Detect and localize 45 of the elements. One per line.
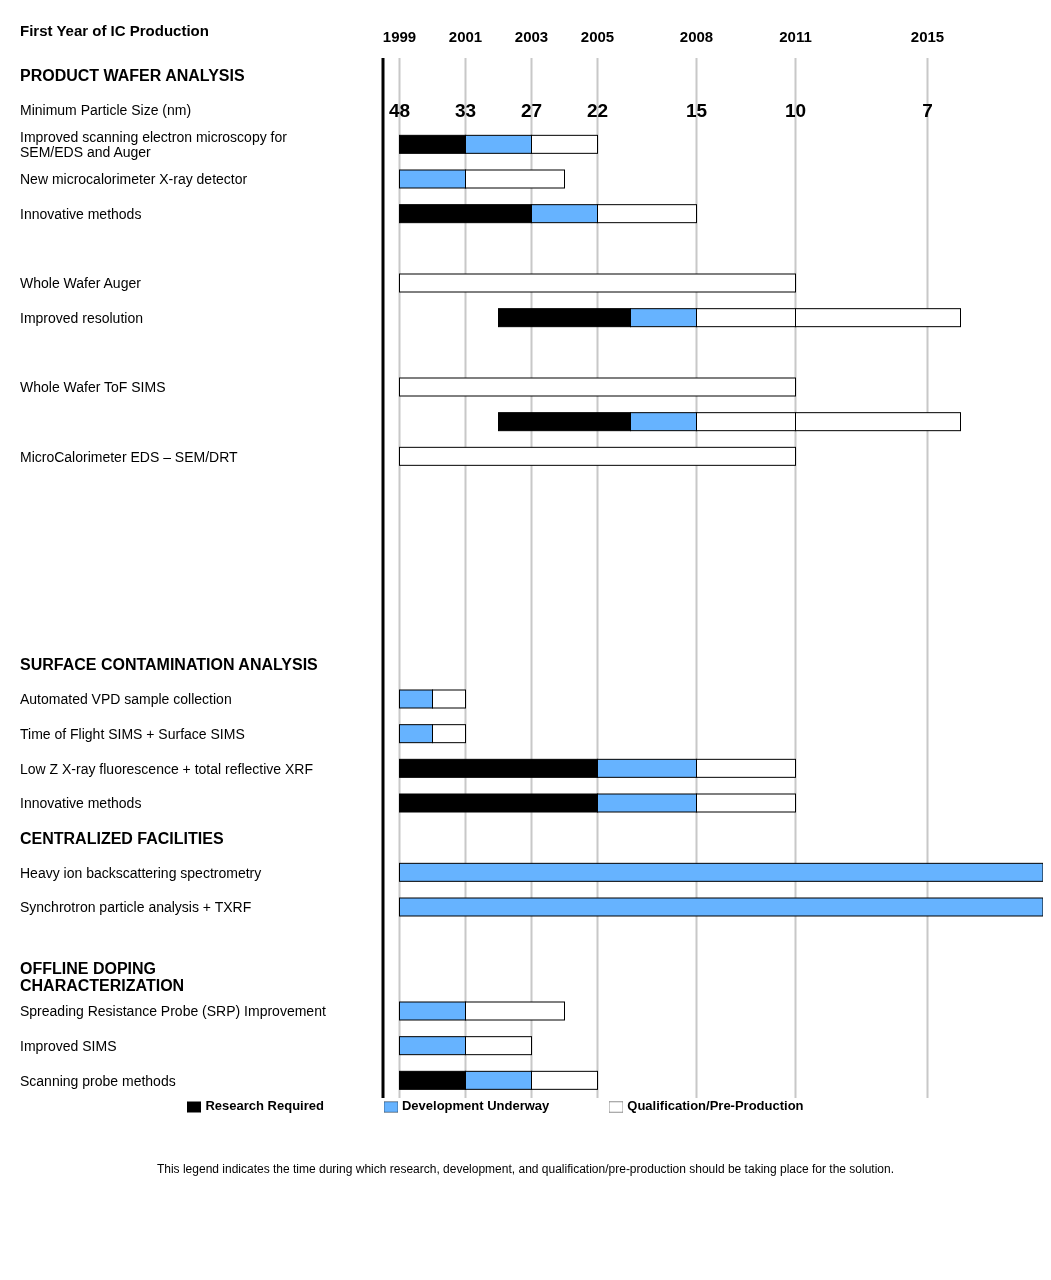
y-tick-label: Innovative methods [20, 205, 142, 222]
text: This legend indicates the time during which research, development, and qualification/pre-production should be taking place for the solution. [155, 1162, 896, 1176]
legend-label: Research Required [205, 1098, 324, 1113]
bar [399, 273, 796, 293]
y-tick-label: Time of Flight SIMS + Surface SIMS [20, 725, 245, 742]
y-tick-label: Synchrotron particle analysis + TXRF [20, 899, 252, 916]
y-tick-label: SURFACE CONTAMINATION ANALYSIS [20, 656, 319, 674]
x-tick-label: 2008 [679, 28, 714, 45]
x-tick-label: 1999 [382, 28, 417, 45]
y-tick-label: Automated VPD sample collection [20, 691, 232, 708]
bar [399, 897, 1043, 917]
y-tick-label: OFFLINE DOPING CHARACTERIZATION [20, 959, 185, 994]
x-tick-label: 2003 [514, 28, 549, 45]
y-tick-label: Low Z X-ray fluorescence + total reflective XRF [20, 760, 313, 777]
annotation: 27 [520, 99, 543, 121]
y-tick-label: New microcalorimeter X-ray detector [20, 171, 248, 188]
annotation: 7 [922, 99, 933, 121]
bar [399, 446, 796, 466]
x-tick-label: 2015 [910, 28, 945, 45]
y-tick-label: Whole Wafer Auger [20, 275, 142, 292]
legend-label: Development Underway [401, 1098, 550, 1113]
legend-label: Qualification/Pre-Production [627, 1098, 804, 1113]
bar [399, 377, 796, 397]
y-tick-label: Minimum Particle Size (nm) [20, 101, 192, 118]
bar [399, 862, 1043, 882]
annotation: 22 [586, 99, 609, 121]
y-tick-label: Improved resolution [20, 309, 143, 326]
y-tick-label: MicroCalorimeter EDS – SEM/DRT [20, 448, 239, 465]
x-axis-title: First Year of IC Production [20, 22, 209, 39]
annotation: 48 [388, 99, 411, 121]
annotation: 33 [454, 99, 477, 121]
x-tick-label: 2001 [448, 28, 483, 45]
x-tick-label: 2011 [779, 28, 812, 45]
y-tick-label: Innovative methods [20, 795, 142, 812]
annotation: 10 [784, 99, 807, 121]
y-tick-label: Heavy ion backscattering spectrometry [20, 864, 262, 881]
y-tick-label: CENTRALIZED FACILITIES [20, 829, 224, 847]
annotation: 15 [685, 99, 708, 121]
y-tick-label: Spreading Resistance Probe (SRP) Improvement [20, 1003, 326, 1020]
y-tick-label: Scanning probe methods [20, 1072, 176, 1089]
x-tick-label: 2005 [580, 28, 615, 45]
y-tick-label: Whole Wafer ToF SIMS [20, 379, 166, 396]
y-tick-label: PRODUCT WAFER ANALYSIS [20, 66, 245, 84]
y-tick-label: Improved SIMS [20, 1037, 117, 1054]
y-tick-label: Improved scanning electron microscopy for SEM/EDS and Auger [20, 129, 288, 161]
